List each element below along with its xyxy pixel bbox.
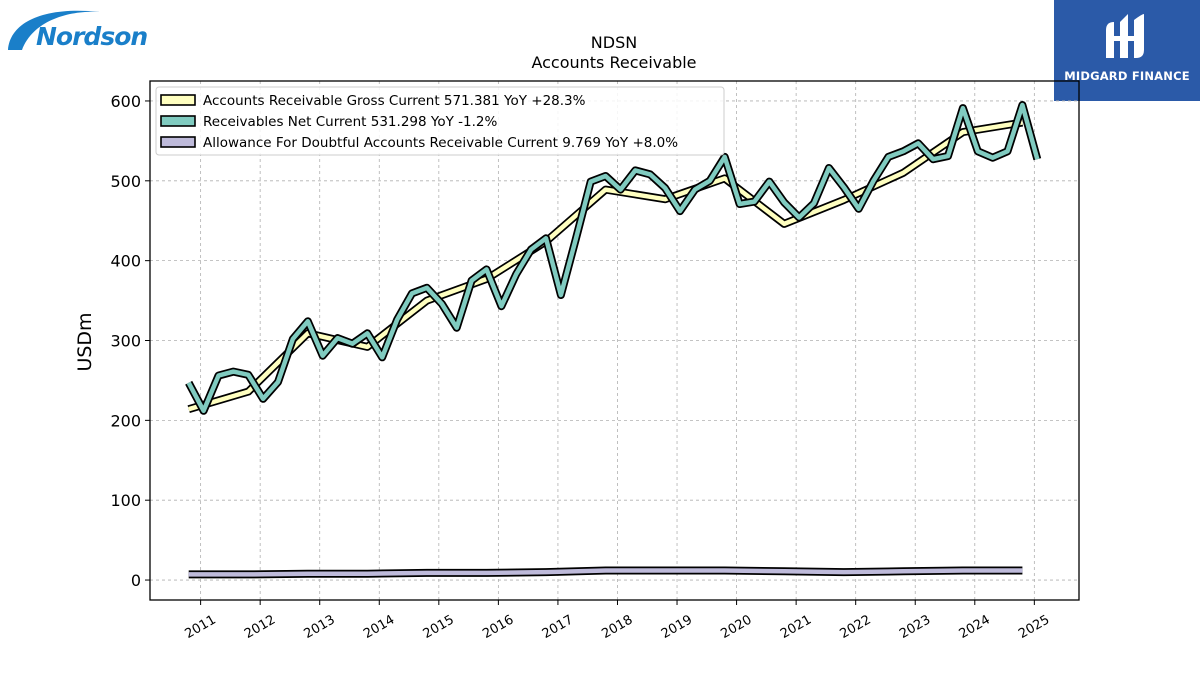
y-tick-label: 400 [110,252,141,271]
midgard-finance-logo: MIDGARD FINANCE [1054,0,1200,101]
ticks: 0 100 200 300 400 500 600 2011 2012 2013 2014 2015 2… [110,92,1052,642]
nordson-logo: Nordson [4,4,148,56]
x-tick-label: 2023 [897,612,933,642]
x-tick-label: 2012 [242,612,278,642]
legend-swatch [160,115,196,127]
nordson-swoosh-icon [8,10,100,50]
midgard-finance-text: MIDGARD FINANCE [1064,69,1190,83]
x-tick-label: 2020 [718,612,754,642]
midgard-emblem-icon [1106,14,1144,58]
legend-entry: Allowance For Doubtful Accounts Receivab… [203,135,678,151]
y-tick-label: 100 [110,491,141,510]
x-tick-label: 2022 [838,612,874,642]
y-tick-label: 200 [110,411,141,430]
series-layer [185,101,1042,579]
legend-entry: Accounts Receivable Gross Current 571.38… [203,93,586,109]
legend-box [155,86,725,156]
x-tick-label: 2024 [957,612,993,642]
x-tick-label: 2025 [1016,612,1052,642]
y-axis-label: USDm [74,312,96,371]
x-tick-label: 2011 [182,612,218,642]
x-tick-label: 2016 [480,612,516,642]
legend-swatch [160,136,196,148]
series-1-line [186,102,1040,414]
series-2-line [188,568,1023,577]
legend-swatch [160,94,196,106]
series-0-line [188,120,1023,412]
legend: Accounts Receivable Gross Current 571.38… [155,86,725,156]
x-tick-label: 2014 [361,612,397,642]
legend-entry: Receivables Net Current 531.298 YoY -1.2… [203,114,497,130]
x-tick-label: 2018 [599,612,635,642]
nordson-logo-text: Nordson [36,22,148,51]
y-tick-label: 0 [131,571,141,590]
y-tick-label: 500 [110,172,141,191]
x-tick-label: 2019 [659,612,695,642]
x-tick-label: 2021 [778,612,814,642]
chart-subtitle: Accounts Receivable [531,53,696,72]
chart-title: NDSN [591,33,637,52]
x-tick-label: 2015 [421,612,457,642]
x-tick-label: 2017 [540,612,576,642]
series-0-outline [187,118,1024,414]
y-tick-label: 600 [110,92,141,111]
y-tick-label: 300 [110,332,141,351]
x-tick-label: 2013 [302,612,338,642]
